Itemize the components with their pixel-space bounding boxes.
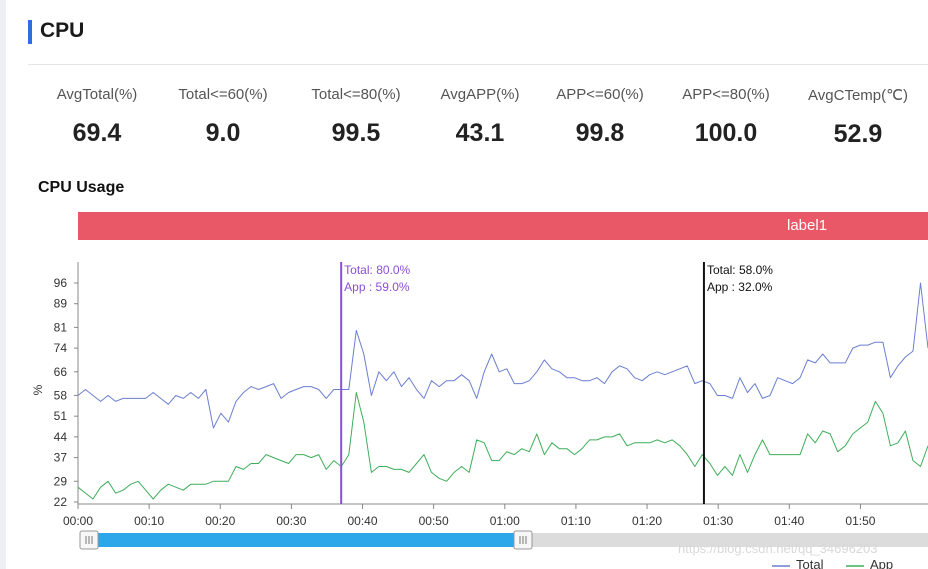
stat-value: 43.1 bbox=[455, 119, 505, 147]
stat-value: 52.9 bbox=[833, 120, 883, 148]
y-tick-label: 81 bbox=[54, 320, 68, 334]
marker-total-label: Total: 58.0% bbox=[707, 263, 773, 277]
y-tick-label: 44 bbox=[54, 430, 68, 444]
stat-label: AvgCTemp(℃) bbox=[808, 87, 908, 104]
x-tick-label: 01:50 bbox=[845, 514, 875, 528]
stat-total-le-80: Total<=80(%) 99.5 bbox=[296, 86, 416, 148]
y-tick-label: 58 bbox=[54, 388, 68, 402]
page-title: CPU bbox=[40, 19, 85, 42]
stat-label: Total<=60(%) bbox=[178, 86, 268, 103]
zoom-selection[interactable] bbox=[86, 533, 520, 547]
stat-label: APP<=60(%) bbox=[556, 86, 644, 103]
stat-total-le-60: Total<=60(%) 9.0 bbox=[163, 86, 283, 148]
y-tick-label: 96 bbox=[54, 276, 68, 290]
mark-area-band[interactable] bbox=[78, 212, 928, 240]
stat-avg-cpu-temp: AvgCTemp(℃) 52.9 bbox=[798, 86, 918, 149]
x-tick-label: 00:20 bbox=[205, 514, 235, 528]
title-accent-bar bbox=[28, 20, 32, 44]
marker-app-label: App : 32.0% bbox=[707, 280, 773, 294]
x-tick-label: 00:00 bbox=[63, 514, 93, 528]
stat-app-le-60: APP<=60(%) 99.8 bbox=[540, 86, 660, 148]
x-tick-label: 01:40 bbox=[774, 514, 804, 528]
marker-total-label: Total: 80.0% bbox=[344, 263, 410, 277]
watermark: https://blog.csdn.net/qq_34696203 bbox=[678, 541, 878, 556]
x-tick-label: 00:30 bbox=[276, 514, 306, 528]
y-tick-label: 37 bbox=[54, 451, 68, 465]
marker-app-label: App : 59.0% bbox=[344, 280, 410, 294]
stat-label: Total<=80(%) bbox=[311, 86, 401, 103]
stat-value: 69.4 bbox=[72, 119, 122, 147]
y-tick-label: 74 bbox=[54, 341, 68, 355]
stat-value: 9.0 bbox=[205, 119, 241, 147]
series-line-app bbox=[77, 392, 928, 500]
legend-label-total[interactable]: Total bbox=[796, 557, 824, 569]
stat-value: 100.0 bbox=[694, 119, 758, 147]
series-line-total bbox=[77, 282, 928, 429]
x-tick-label: 00:50 bbox=[419, 514, 449, 528]
x-tick-label: 00:10 bbox=[134, 514, 164, 528]
x-tick-label: 01:10 bbox=[561, 514, 591, 528]
x-tick-label: 01:00 bbox=[490, 514, 520, 528]
y-tick-label: 89 bbox=[54, 297, 68, 311]
x-tick-label: 01:30 bbox=[703, 514, 733, 528]
stat-label: AvgAPP(%) bbox=[440, 86, 520, 103]
stat-app-le-80: APP<=80(%) 100.0 bbox=[666, 86, 786, 148]
legend-label-app[interactable]: App bbox=[870, 557, 893, 569]
stat-label: APP<=80(%) bbox=[682, 86, 770, 103]
stat-value: 99.8 bbox=[575, 119, 625, 147]
stat-avg-total: AvgTotal(%) 69.4 bbox=[37, 86, 157, 148]
y-tick-label: 66 bbox=[54, 365, 68, 379]
y-axis-label: % bbox=[31, 384, 45, 395]
stat-avg-app: AvgAPP(%) 43.1 bbox=[420, 86, 540, 148]
mark-area-label: label1 bbox=[787, 217, 828, 234]
y-tick-label: 29 bbox=[54, 474, 68, 488]
y-tick-label: 51 bbox=[54, 409, 68, 423]
stat-value: 99.5 bbox=[331, 119, 381, 147]
y-tick-label: 22 bbox=[54, 495, 68, 509]
chart-section-title: CPU Usage bbox=[38, 179, 125, 196]
left-border bbox=[0, 0, 6, 569]
x-tick-label: 00:40 bbox=[348, 514, 378, 528]
x-tick-label: 01:20 bbox=[632, 514, 662, 528]
stat-label: AvgTotal(%) bbox=[56, 86, 138, 103]
header-divider bbox=[28, 64, 928, 65]
